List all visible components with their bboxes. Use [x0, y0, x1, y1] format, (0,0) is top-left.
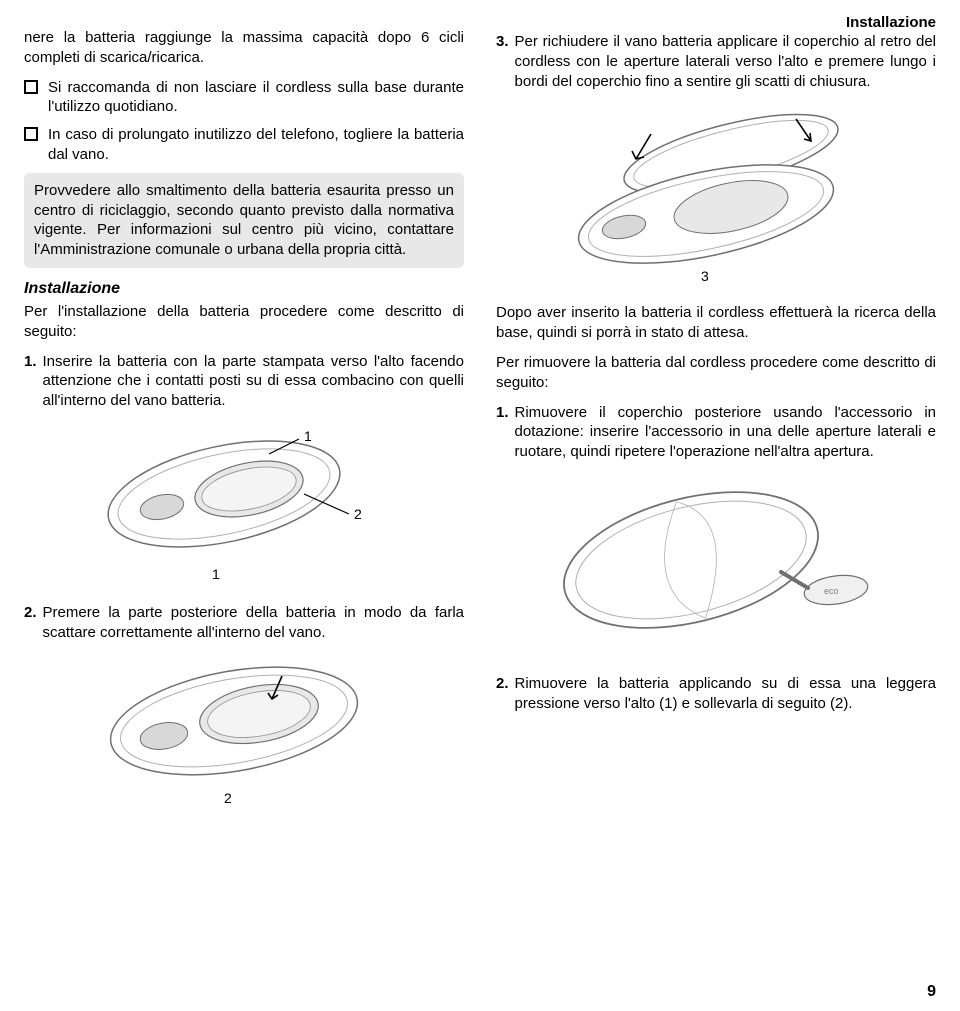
step-text: Per richiudere il vano batteria applicar… [515, 32, 936, 91]
intro-paragraph: nere la batteria raggiunge la massima ca… [24, 28, 464, 68]
step-text: Rimuovere il coperchio posteriore usando… [515, 403, 936, 462]
page-section-header: Installazione [846, 14, 936, 31]
page-number: 9 [927, 983, 936, 1001]
step-2: 2. Premere la parte posteriore della bat… [24, 603, 464, 643]
step-text: Inserire la batteria con la parte stampa… [43, 352, 464, 411]
install-subtitle: Installazione [24, 280, 464, 298]
step-1: 1. Inserire la batteria con la parte sta… [24, 352, 464, 411]
step-number: 2. [24, 603, 37, 623]
fig1-label-2: 2 [354, 506, 362, 522]
step-number: 1. [496, 403, 509, 423]
right-column: 3. Per richiudere il vano batteria appli… [496, 28, 936, 825]
figure-2: 2 [24, 651, 464, 811]
bullet-item: In caso di prolungato inutilizzo del tel… [24, 125, 464, 165]
install-intro: Per l'installazione della batteria proce… [24, 302, 464, 342]
two-column-layout: nere la batteria raggiunge la massima ca… [24, 28, 936, 825]
fig1-label-1: 1 [304, 428, 312, 444]
remove-intro-paragraph: Per rimuovere la batteria dal cordless p… [496, 353, 936, 393]
svg-text:eco: eco [824, 586, 839, 596]
step-text: Premere la parte posteriore della batter… [43, 603, 464, 643]
remove-step-2: 2. Rimuovere la batteria applicando su d… [496, 674, 936, 714]
after-insert-paragraph: Dopo aver inserito la batteria il cordle… [496, 303, 936, 343]
step-number: 1. [24, 352, 37, 372]
figure-4: eco [496, 470, 936, 650]
remove-step-1: 1. Rimuovere il coperchio posteriore usa… [496, 403, 936, 462]
step-3: 3. Per richiudere il vano batteria appli… [496, 32, 936, 91]
disposal-note-box: Provvedere allo smaltimento della batter… [24, 173, 464, 268]
step-number: 3. [496, 32, 509, 52]
bullet-item: Si raccomanda di non lasciare il cordles… [24, 78, 464, 118]
figure-1: 1 2 1 [24, 419, 464, 589]
fig2-caption: 2 [224, 790, 232, 806]
left-column: nere la batteria raggiunge la massima ca… [24, 28, 464, 825]
figure-3: 3 [496, 99, 936, 289]
step-number: 2. [496, 674, 509, 694]
bullet-text: In caso di prolungato inutilizzo del tel… [48, 125, 464, 165]
bullet-text: Si raccomanda di non lasciare il cordles… [48, 78, 464, 118]
fig3-caption: 3 [701, 268, 709, 284]
square-bullet-icon [24, 80, 38, 94]
fig1-caption: 1 [212, 566, 220, 582]
step-text: Rimuovere la batteria applicando su di e… [515, 674, 936, 714]
square-bullet-icon [24, 127, 38, 141]
